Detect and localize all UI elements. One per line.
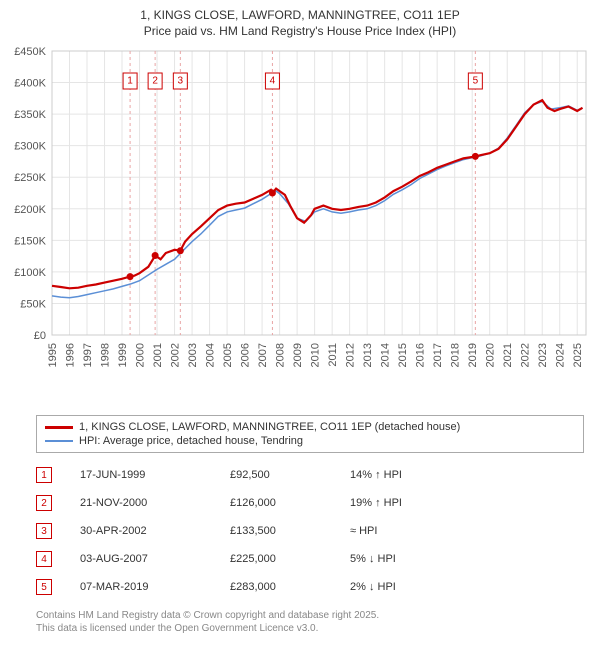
svg-text:2001: 2001: [152, 343, 164, 367]
sale-delta: ≈ HPI: [350, 525, 584, 537]
legend-label-subject: 1, KINGS CLOSE, LAWFORD, MANNINGTREE, CO…: [79, 421, 460, 433]
svg-text:£150K: £150K: [14, 236, 46, 248]
sale-price: £126,000: [230, 497, 350, 509]
svg-text:2006: 2006: [239, 343, 251, 367]
svg-text:£250K: £250K: [14, 172, 46, 184]
svg-text:4: 4: [270, 76, 276, 87]
svg-text:2022: 2022: [520, 343, 532, 367]
chart-svg: £0 £50K £100K £150K £200K £250K £300K £350K £400…: [8, 45, 592, 405]
legend-row-hpi: HPI: Average price, detached house, Tend…: [45, 434, 575, 448]
svg-text:1995: 1995: [47, 343, 59, 367]
sale-date: 21-NOV-2000: [80, 497, 230, 509]
svg-text:2009: 2009: [292, 343, 304, 367]
title-line-1: 1, KINGS CLOSE, LAWFORD, MANNINGTREE, CO…: [8, 8, 592, 24]
footer-line-1: Contains HM Land Registry data © Crown c…: [36, 609, 584, 622]
sale-row: 2 21-NOV-2000£126,00019% ↑ HPI: [36, 489, 584, 517]
svg-text:2017: 2017: [432, 343, 444, 367]
svg-text:2021: 2021: [502, 343, 514, 367]
svg-text:1997: 1997: [82, 343, 94, 367]
svg-text:2011: 2011: [327, 343, 339, 367]
svg-text:2002: 2002: [169, 343, 181, 367]
sale-row: 4 03-AUG-2007£225,0005% ↓ HPI: [36, 545, 584, 573]
sale-date: 07-MAR-2019: [80, 581, 230, 593]
svg-text:2: 2: [152, 76, 158, 87]
sale-date: 17-JUN-1999: [80, 469, 230, 481]
svg-text:£400K: £400K: [14, 78, 46, 90]
svg-text:2015: 2015: [397, 343, 409, 367]
sale-row: 5 07-MAR-2019£283,0002% ↓ HPI: [36, 573, 584, 601]
sale-delta: 5% ↓ HPI: [350, 553, 584, 565]
sale-row: 1 17-JUN-1999£92,50014% ↑ HPI: [36, 461, 584, 489]
sale-price: £92,500: [230, 469, 350, 481]
svg-text:£50K: £50K: [20, 299, 46, 311]
svg-text:2014: 2014: [380, 343, 392, 367]
svg-text:2018: 2018: [450, 343, 462, 367]
chart-title-block: 1, KINGS CLOSE, LAWFORD, MANNINGTREE, CO…: [8, 8, 592, 39]
svg-text:5: 5: [473, 76, 479, 87]
svg-text:2013: 2013: [362, 343, 374, 367]
sale-index-box: 4: [36, 551, 52, 567]
svg-text:2025: 2025: [572, 343, 584, 367]
sale-index-box: 1: [36, 467, 52, 483]
svg-text:2010: 2010: [309, 343, 321, 367]
sales-table: 1 17-JUN-1999£92,50014% ↑ HPI 2 21-NOV-2000…: [36, 461, 584, 601]
sale-delta: 19% ↑ HPI: [350, 497, 584, 509]
svg-text:2008: 2008: [274, 343, 286, 367]
legend-swatch-hpi: [45, 440, 73, 442]
legend-label-hpi: HPI: Average price, detached house, Tend…: [79, 435, 303, 447]
sale-price: £133,500: [230, 525, 350, 537]
svg-text:2004: 2004: [204, 343, 216, 367]
svg-text:£300K: £300K: [14, 141, 46, 153]
svg-text:£350K: £350K: [14, 109, 46, 121]
sale-price: £225,000: [230, 553, 350, 565]
svg-text:2012: 2012: [344, 343, 356, 367]
svg-text:3: 3: [178, 76, 184, 87]
sale-delta: 2% ↓ HPI: [350, 581, 584, 593]
svg-text:1996: 1996: [64, 343, 76, 367]
price-chart: £0 £50K £100K £150K £200K £250K £300K £350K £400…: [8, 45, 592, 405]
legend-row-subject: 1, KINGS CLOSE, LAWFORD, MANNINGTREE, CO…: [45, 420, 575, 434]
legend-box: 1, KINGS CLOSE, LAWFORD, MANNINGTREE, CO…: [36, 415, 584, 453]
attribution-footer: Contains HM Land Registry data © Crown c…: [36, 609, 584, 635]
svg-text:2023: 2023: [537, 343, 549, 367]
svg-text:2000: 2000: [134, 343, 146, 367]
sale-row: 3 30-APR-2002£133,500≈ HPI: [36, 517, 584, 545]
sale-delta: 14% ↑ HPI: [350, 469, 584, 481]
footer-line-2: This data is licensed under the Open Gov…: [36, 622, 584, 635]
sale-index-box: 3: [36, 523, 52, 539]
svg-text:2020: 2020: [485, 343, 497, 367]
title-line-2: Price paid vs. HM Land Registry's House …: [8, 24, 592, 40]
sale-price: £283,000: [230, 581, 350, 593]
svg-text:2005: 2005: [222, 343, 234, 367]
svg-text:2003: 2003: [187, 343, 199, 367]
sale-index-box: 2: [36, 495, 52, 511]
sale-index-box: 5: [36, 579, 52, 595]
sale-date: 30-APR-2002: [80, 525, 230, 537]
svg-text:£450K: £450K: [14, 46, 46, 58]
svg-text:1: 1: [127, 76, 133, 87]
sale-date: 03-AUG-2007: [80, 553, 230, 565]
svg-text:2024: 2024: [555, 343, 567, 367]
svg-text:2007: 2007: [257, 343, 269, 367]
svg-text:£0: £0: [34, 330, 46, 342]
svg-text:1999: 1999: [117, 343, 129, 367]
svg-text:1998: 1998: [99, 343, 111, 367]
svg-text:£200K: £200K: [14, 204, 46, 216]
legend-swatch-subject: [45, 426, 73, 429]
svg-text:£100K: £100K: [14, 267, 46, 279]
svg-text:2019: 2019: [467, 343, 479, 367]
svg-text:2016: 2016: [415, 343, 427, 367]
